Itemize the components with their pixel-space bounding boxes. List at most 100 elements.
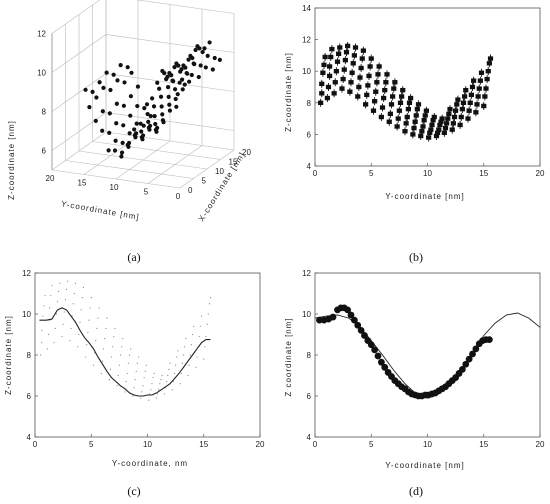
panel-a-point (210, 67, 215, 72)
panel-d-ylabel: Z coordinate [nm] (284, 317, 293, 396)
panel-a-point (113, 138, 118, 143)
panel-c-ytick-label: 6 (27, 392, 32, 401)
panel-c-bg-dot (187, 374, 189, 377)
panel-a-point (160, 112, 165, 117)
panel-a-point (178, 69, 183, 74)
panel-a-point (134, 121, 139, 126)
panel-a-point (167, 108, 173, 113)
panel-a-zlabel: Z-coordinate [nm] (7, 120, 16, 200)
panel-c-bg-dot (47, 333, 50, 336)
panel-c-bg-dot (54, 327, 56, 329)
panel-d-point (485, 336, 493, 344)
panel-c-bg-dot (64, 299, 66, 301)
panel-c-background-dots (40, 280, 212, 401)
panel-c-label: (c) (127, 484, 140, 498)
panel-a-point (152, 114, 157, 119)
panel-c-bg-dot (140, 397, 142, 399)
panel-a-point (140, 133, 146, 138)
panel-c-bg-dot (175, 364, 177, 366)
panel-c-bg-dot (209, 297, 212, 299)
panel-a-point (118, 63, 123, 68)
panel-d-axes: 0 5 10 15 20 4 6 8 10 12 (302, 269, 545, 449)
panel-c-bg-dot (161, 374, 163, 377)
panel-a-point (108, 87, 113, 93)
panel-d-points (316, 304, 493, 400)
panel-a-point (197, 46, 202, 51)
panel-c-bg-dot (191, 333, 194, 336)
panel-c-bg-dot (81, 297, 83, 299)
panel-c-bg-dot (86, 344, 88, 346)
panel-a-point (172, 65, 177, 70)
panel-c-bg-dot (177, 350, 179, 352)
panel-c-bg-dot (65, 288, 68, 290)
panel-a-point (119, 150, 125, 155)
panel-a-point (128, 113, 133, 118)
panel-a-point (164, 77, 169, 82)
panel-a-point (94, 95, 99, 100)
panel-c-bg-dot (74, 282, 77, 284)
panel-d-point (458, 365, 466, 373)
panel-c-xtick-label: 20 (256, 440, 265, 449)
panel-c-ytick-label: 10 (22, 310, 31, 319)
panel-c-bg-dot (200, 315, 203, 317)
panel-d-point (472, 345, 480, 353)
panel-a-point (155, 125, 160, 130)
panel-c-bg-dot (179, 383, 181, 385)
panel-c-bg-dot (61, 335, 63, 338)
panel-a-ytick: 5 (144, 188, 149, 197)
panel-c-bg-dot (69, 340, 71, 342)
panel-a-point (217, 57, 222, 62)
panel-a-point (198, 63, 203, 68)
panel-d-xtick-label: 15 (479, 440, 488, 449)
panel-c-bg-dot (50, 294, 52, 297)
panel-a-point (121, 123, 126, 128)
panel-c-bg-dot (101, 360, 104, 362)
panel-a-point (183, 65, 188, 70)
panel-b-xtick-label: 0 (313, 169, 318, 178)
panel-c-bg-dot (106, 317, 108, 319)
panel-a-point (125, 65, 130, 70)
panel-a-point (186, 57, 191, 62)
panel-c-bg-dot (207, 313, 209, 315)
panel-d-ytick-label: 10 (302, 310, 311, 319)
panel-a-point (212, 55, 217, 61)
panel-c-bg-dot (203, 358, 205, 360)
panel-a-point (104, 70, 109, 75)
panel-c-bg-dot (94, 352, 96, 354)
panel-c-bg-dot (141, 391, 143, 393)
panel-d-fit-path (314, 312, 541, 399)
panel-c-ytick-label: 12 (22, 269, 31, 278)
panel-a-point (159, 104, 164, 109)
panel-c-bg-dot (56, 301, 59, 303)
panel-a-point (150, 96, 155, 101)
panel-c-ytick-label: 4 (27, 433, 32, 442)
panel-a-floor-grid (115, 140, 171, 180)
panel-a-floor-grid (179, 149, 235, 189)
panel-d-point (377, 358, 385, 366)
panel-a-point (148, 123, 153, 128)
panel-c-bg-dot (208, 303, 210, 305)
panel-c-axes: 0 5 10 15 20 4 6 8 10 12 (22, 269, 265, 449)
panel-c-bg-dot (148, 399, 150, 401)
panel-c-bg-dot (110, 356, 113, 358)
panel-a-wall-grid (51, 73, 235, 112)
panel-c-bg-dot (42, 315, 44, 317)
panel-a-point (135, 84, 141, 89)
panel-c-bg-dot (151, 383, 153, 385)
panel-c-bg-dot (153, 372, 155, 375)
panel-a-point (146, 119, 151, 124)
panel-c-bg-dot (112, 346, 114, 348)
panel-c-bg-dot (133, 387, 135, 389)
panel-c-line: 0 5 10 15 20 4 6 8 10 12 Y-coordinate, nm Z-coord… (4, 269, 265, 498)
panel-a-point (185, 71, 190, 76)
panel-c-bg-dot (130, 348, 132, 350)
panel-a-ztick: 6 (42, 147, 47, 156)
panel-c-bg-dot (40, 354, 42, 356)
panel-c-bg-dot (77, 346, 79, 348)
panel-c-bg-dot (143, 376, 145, 379)
panel-c-bg-dot (189, 354, 191, 356)
panel-a-point (144, 102, 150, 107)
panel-c-bg-dot (53, 342, 55, 344)
